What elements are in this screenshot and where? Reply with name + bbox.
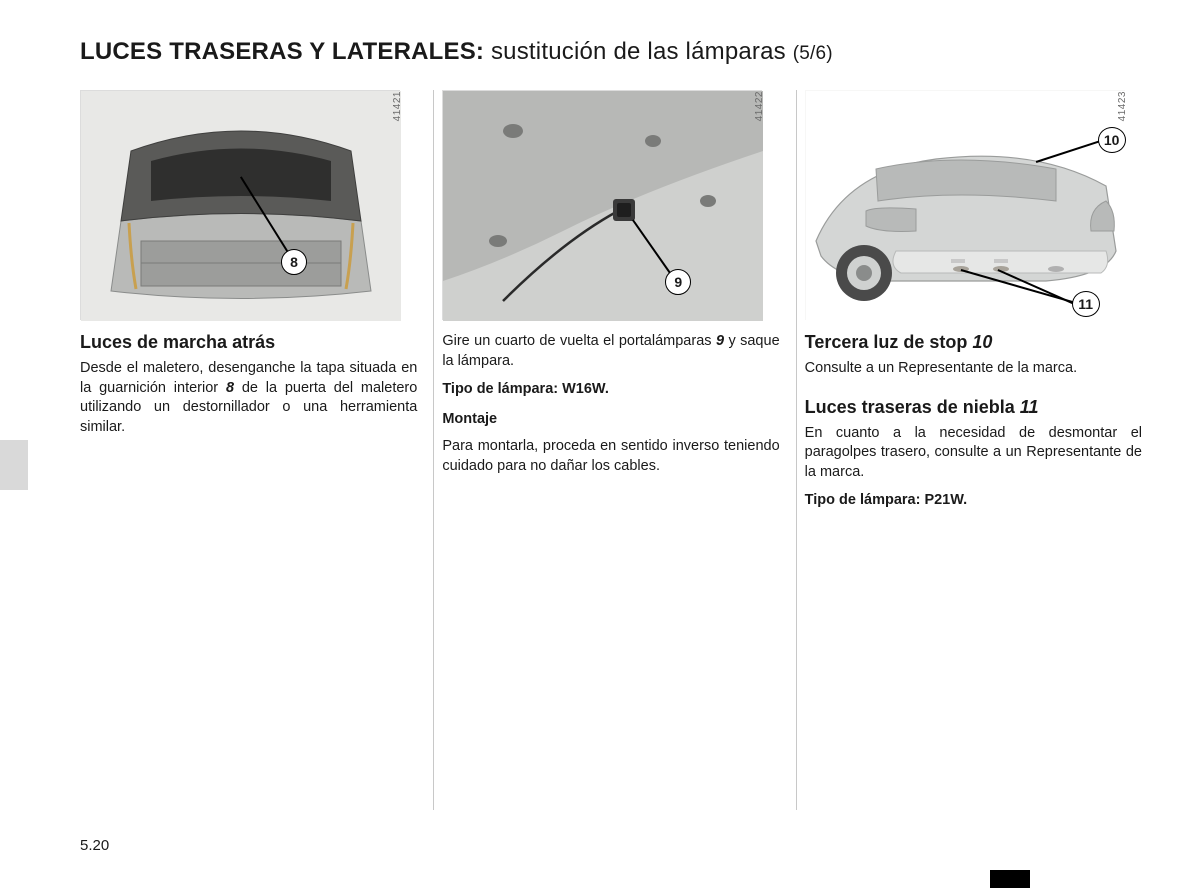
paragraph-third-stop: Consulte a un Representante de la marca.: [805, 359, 1142, 379]
figure-lamp-holder: 41422 9: [442, 90, 762, 320]
columns: 41421 8 Luces de marcha atrás Desde el m…: [80, 90, 1150, 810]
callout-8: 8: [281, 249, 307, 275]
car-rear-icon: [806, 91, 1126, 321]
page-number: 5.20: [80, 837, 109, 854]
figure-code-1: 41421: [392, 91, 403, 121]
bulb-type-w16w: Tipo de lámpara: W16W.: [442, 381, 779, 397]
figure-code-3: 41423: [1117, 91, 1128, 121]
manual-page: LUCES TRASERAS Y LATERALES: sustitución …: [0, 0, 1200, 888]
bulb-type-p21w: Tipo de lámpara: P21W.: [805, 492, 1142, 508]
figure-car-rear: 41423 10: [805, 90, 1125, 320]
heading-third-stop: Tercera luz de stop 10: [805, 332, 1142, 353]
figure-code-2: 41422: [754, 91, 765, 121]
column-3: 41423 10: [805, 90, 1150, 810]
page-title: LUCES TRASERAS Y LATERALES: sustitución …: [80, 38, 1150, 66]
trunk-open-icon: [81, 91, 401, 321]
title-light: sustitución de las lámparas: [491, 38, 786, 65]
paragraph-reverse: Desde el maletero, desenganche la tapa s…: [80, 359, 417, 437]
column-divider-2: [796, 90, 797, 810]
side-tab: [0, 440, 28, 490]
footer-black-tab: [990, 870, 1030, 888]
heading-mounting: Montaje: [442, 411, 779, 427]
figure-trunk-open: 41421 8: [80, 90, 400, 320]
paragraph-mount: Para montarla, proceda en sentido invers…: [442, 437, 779, 476]
heading-fog-lights: Luces traseras de niebla 11: [805, 397, 1142, 418]
lamp-holder-icon: [443, 91, 763, 321]
column-2: 41422 9 Gire un cuarto de vuelta el port…: [442, 90, 787, 810]
title-page-indicator: (5/6): [793, 43, 833, 64]
title-strong: LUCES TRASERAS Y LATERALES:: [80, 38, 484, 65]
heading-reverse-lights: Luces de marcha atrás: [80, 332, 417, 353]
paragraph-turn: Gire un cuarto de vuelta el portalámpara…: [442, 332, 779, 371]
column-1: 41421 8 Luces de marcha atrás Desde el m…: [80, 90, 425, 810]
column-divider-1: [433, 90, 434, 810]
callout-11: 11: [1072, 291, 1100, 317]
callout-10: 10: [1098, 127, 1126, 153]
paragraph-fog: En cuanto a la necesidad de desmontar el…: [805, 424, 1142, 483]
